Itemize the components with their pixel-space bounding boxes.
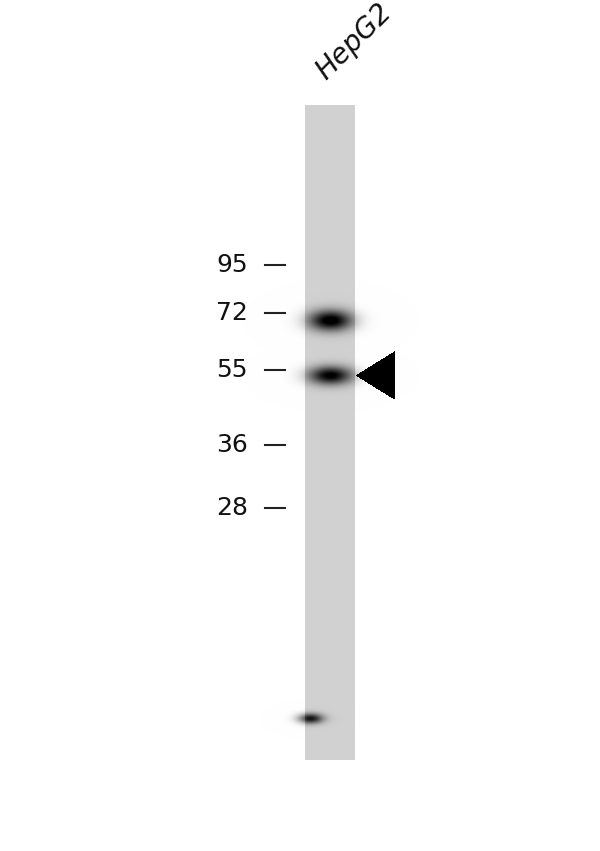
Text: 95: 95 — [217, 253, 248, 277]
Text: 55: 55 — [217, 358, 248, 382]
Text: 36: 36 — [216, 433, 248, 457]
Text: 72: 72 — [216, 301, 248, 325]
Text: HepG2: HepG2 — [310, 0, 397, 85]
Text: 28: 28 — [216, 496, 248, 520]
